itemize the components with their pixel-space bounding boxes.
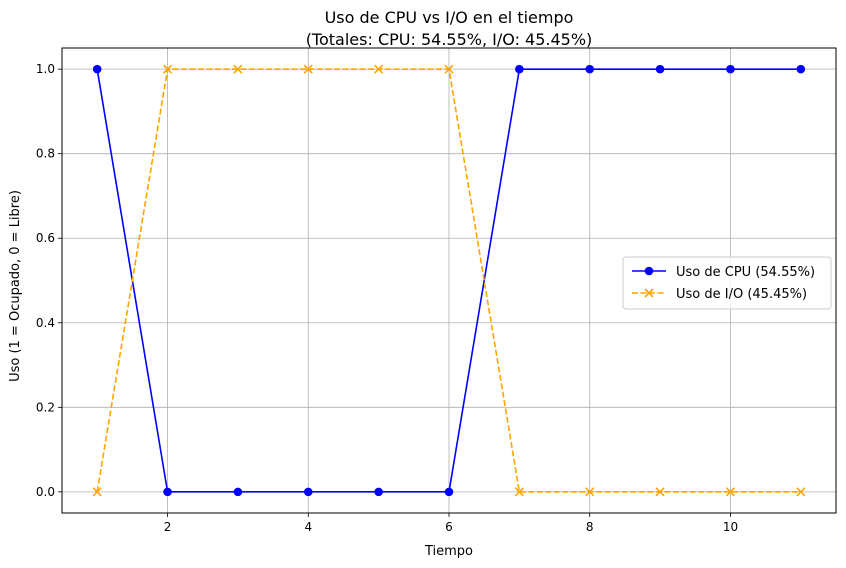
data-point <box>726 64 735 74</box>
x-tick-label: 8 <box>586 520 594 534</box>
x-tick-label: 2 <box>164 520 172 534</box>
y-tick-label: 0.8 <box>36 147 55 161</box>
x-tick-label: 4 <box>304 520 312 534</box>
data-point <box>444 487 454 497</box>
data-point <box>725 487 736 497</box>
data-point <box>162 64 173 74</box>
data-point <box>796 487 806 497</box>
legend-cpu-marker <box>644 266 654 276</box>
legend-box <box>622 256 832 310</box>
x-tick-label: 6 <box>445 520 453 534</box>
legend: Uso de CPU (54.55%) Uso de I/O (45.45%) <box>622 256 832 310</box>
data-point <box>233 64 243 74</box>
series-0 <box>92 64 806 497</box>
data-point <box>796 64 806 74</box>
data-point <box>655 64 665 74</box>
data-point <box>374 487 383 497</box>
y-tick-label: 0.0 <box>36 485 55 499</box>
data-point <box>303 487 313 497</box>
series-1 <box>92 64 806 497</box>
legend-io-marker <box>644 288 654 298</box>
chart-title-line2: (Totales: CPU: 54.55%, I/O: 45.45%) <box>306 30 593 49</box>
data-point <box>515 64 524 74</box>
ticks: 2 4 6 8 10 0.0 0.2 0.4 0.6 0.8 1.0 <box>36 62 738 534</box>
data-point <box>303 64 313 74</box>
legend-io-label: Uso de I/O (45.45%) <box>676 287 807 302</box>
y-axis-label: Uso (1 = Ocupado, 0 = Libre) <box>8 190 23 382</box>
data-point <box>444 64 454 74</box>
x-axis-label: Tiempo <box>424 544 473 559</box>
data-point <box>655 487 665 497</box>
y-tick-label: 0.6 <box>36 231 55 245</box>
data-point <box>585 64 595 74</box>
y-tick-label: 1.0 <box>36 62 55 76</box>
y-tick-label: 0.4 <box>36 316 55 330</box>
data-point <box>92 487 102 497</box>
legend-cpu-label: Uso de CPU (54.55%) <box>676 265 815 280</box>
y-tick-label: 0.2 <box>36 400 55 414</box>
x-tick-label: 10 <box>723 520 738 534</box>
data-point <box>374 64 384 74</box>
data-point <box>585 487 595 497</box>
data-point <box>92 64 102 74</box>
data-point <box>514 487 524 497</box>
chart-title-line1: Uso de CPU vs I/O en el tiempo <box>325 8 574 27</box>
series-layer <box>92 64 806 497</box>
data-point <box>163 487 172 497</box>
data-point <box>233 487 243 497</box>
